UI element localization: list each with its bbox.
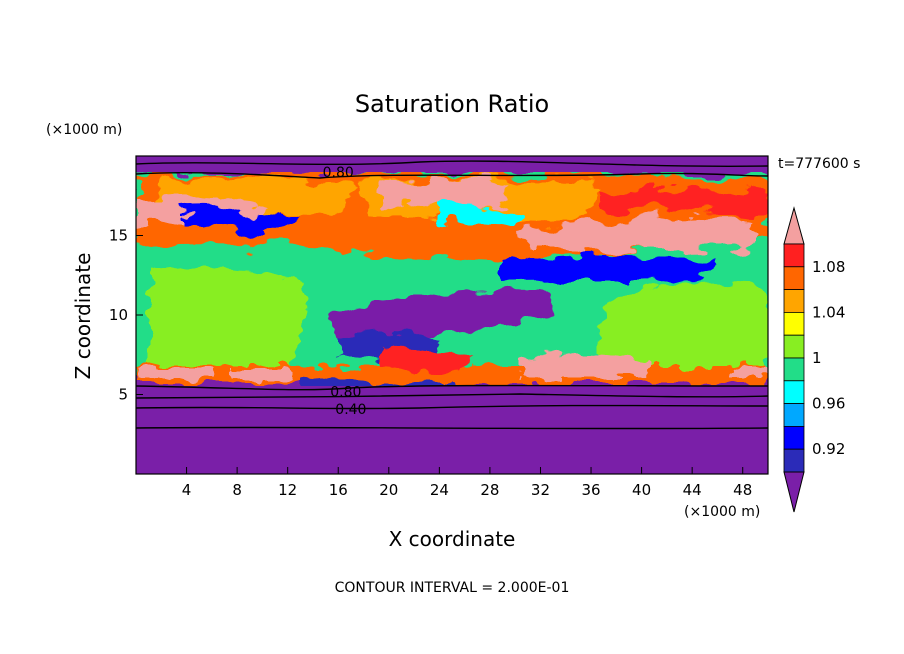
colorbar-segment (783, 289, 805, 313)
colorbar-extend-max (783, 206, 805, 245)
colorbar-segment (783, 448, 805, 473)
y-axis: 5 10 15 (109, 227, 143, 404)
contour-label: 0.80 (323, 165, 354, 181)
x-unit-label: (×1000 m) (684, 504, 760, 520)
contour-label: 0.80 (330, 384, 361, 400)
time-label: t=777600 s (778, 156, 860, 172)
colorbar-segment (783, 334, 805, 359)
x-tick-label: 4 (182, 481, 192, 499)
x-tick-label: 8 (232, 481, 242, 499)
colorbar-segment (783, 425, 805, 450)
colorbar-segment (783, 243, 805, 268)
contour-interval-note: CONTOUR INTERVAL = 2.000E-01 (335, 580, 570, 596)
x-tick-label: 36 (581, 481, 600, 499)
colorbar-extend-min (783, 471, 805, 513)
colorbar-tick-label: 1 (812, 349, 822, 367)
x-tick-label: 40 (632, 481, 651, 499)
x-tick-label: 44 (683, 481, 702, 499)
colorbar-segment (783, 403, 805, 427)
colorbar-tick-label: 0.92 (812, 440, 845, 458)
chart-title: Saturation Ratio (355, 90, 549, 118)
x-tick-label: 16 (329, 481, 348, 499)
colorbar-segment (783, 380, 805, 404)
x-tick-label: 48 (733, 481, 752, 499)
y-unit-label: (×1000 m) (46, 122, 122, 138)
y-axis-label: Z coordinate (71, 253, 95, 380)
colorbar: 0.92 0.96 1 1.04 1.08 (783, 206, 845, 513)
colorbar-tick-label: 1.04 (812, 303, 845, 321)
x-tick-label: 24 (430, 481, 449, 499)
colorbar-tick-label: 0.96 (812, 395, 845, 413)
x-axis-label: X coordinate (389, 527, 516, 551)
x-tick-label: 12 (278, 481, 297, 499)
colorbar-tick-label: 1.08 (812, 258, 845, 276)
y-tick-label: 10 (109, 306, 128, 324)
field-image: 0.80 0.80 0.40 (136, 156, 768, 474)
colorbar-segment (783, 357, 805, 382)
contour-lines (136, 160, 768, 430)
contour-label-group: 0.80 0.80 0.40 (323, 165, 367, 418)
x-tick-label: 32 (531, 481, 550, 499)
y-tick-label: 5 (118, 386, 128, 404)
colorbar-segment (783, 266, 805, 290)
colorbar-segment (783, 311, 805, 336)
contour-label: 0.40 (335, 402, 366, 418)
x-axis: 4 8 12 16 20 24 28 32 36 40 44 48 (182, 467, 752, 499)
x-tick-label: 20 (379, 481, 398, 499)
x-tick-label: 28 (480, 481, 499, 499)
y-tick-label: 15 (109, 227, 128, 245)
